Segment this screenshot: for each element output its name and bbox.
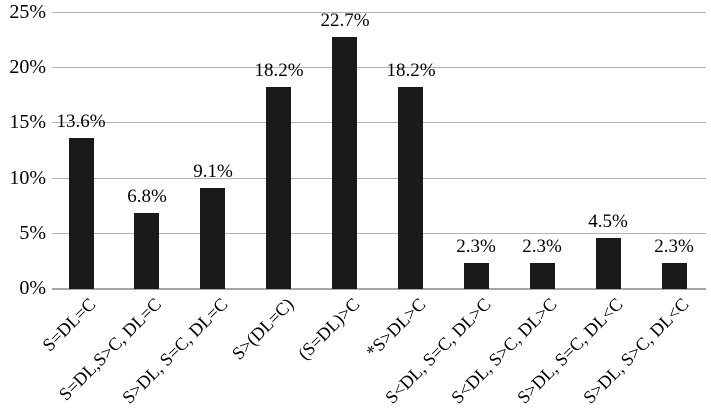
bar-value-label: 9.1% <box>193 161 233 182</box>
bar <box>69 137 94 289</box>
bar-value-label: 22.7% <box>320 10 370 31</box>
bar <box>200 187 225 289</box>
y-tick-label: 25% <box>9 1 46 23</box>
bar <box>530 262 555 289</box>
y-tick-label: 10% <box>9 167 46 189</box>
bar-value-label: 4.5% <box>588 211 628 232</box>
gridline <box>52 178 706 179</box>
x-axis-line <box>52 288 706 290</box>
bar <box>134 212 159 289</box>
bar-value-label: 13.6% <box>56 111 106 132</box>
gridline <box>52 122 706 123</box>
bar <box>398 87 423 289</box>
x-category-label-text: S=DL=C <box>38 294 100 356</box>
y-tick-label: 0% <box>19 277 46 299</box>
x-category-label-text: (S=DL)>C <box>293 294 364 364</box>
bar-value-label: 2.3% <box>654 236 694 257</box>
x-category-label-text: S>(DL=C) <box>227 294 298 364</box>
bar <box>332 37 357 289</box>
bar <box>596 238 621 289</box>
y-tick-label: 15% <box>9 111 46 133</box>
y-tick-label: 5% <box>19 222 46 244</box>
bar-value-label: 2.3% <box>522 236 562 257</box>
bar-value-label: 6.8% <box>127 186 167 207</box>
y-tick-label: 20% <box>9 56 46 78</box>
bar <box>662 262 687 289</box>
gridline <box>52 12 706 13</box>
bar-value-label: 2.3% <box>456 236 496 257</box>
bar <box>464 262 489 289</box>
bar-value-label: 18.2% <box>254 60 304 81</box>
bar-value-label: 18.2% <box>386 60 436 81</box>
gridline <box>52 233 706 234</box>
gridline <box>52 67 706 68</box>
bar <box>266 87 291 289</box>
x-category-label-text: *S>DL>C <box>361 294 430 362</box>
